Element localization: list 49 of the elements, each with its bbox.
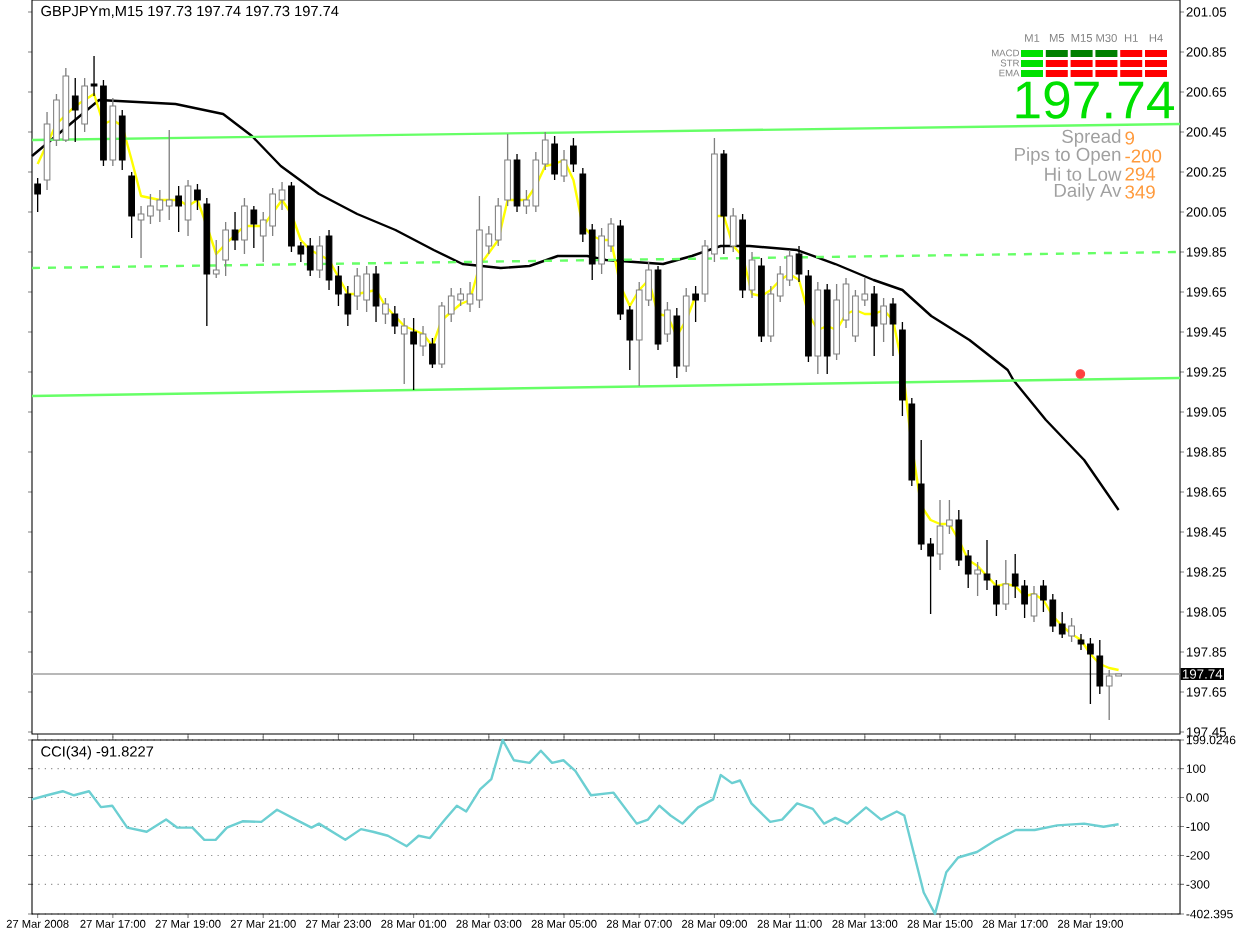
candlestick — [974, 561, 981, 597]
candlestick — [316, 235, 323, 279]
candlestick — [382, 297, 389, 325]
annotation: 197.74 — [1016, 81, 1174, 119]
candlestick — [118, 109, 126, 171]
candlestick — [692, 285, 699, 323]
candlestick — [729, 207, 737, 253]
candlestick — [410, 317, 417, 391]
candlestick — [429, 337, 436, 369]
candlestick — [551, 135, 558, 181]
candlestick — [1030, 585, 1038, 623]
candlestick — [513, 153, 521, 213]
candlestick — [372, 265, 380, 323]
candlestick — [570, 137, 577, 173]
annotation: Hi to Low — [1045, 167, 1122, 181]
candlestick — [222, 221, 229, 277]
candlestick — [184, 179, 192, 237]
candlestick — [1002, 559, 1010, 611]
candlestick — [212, 239, 220, 279]
candlestick — [880, 297, 887, 343]
annotation: Spread — [1062, 129, 1121, 147]
annotation: 349 — [1125, 185, 1155, 199]
candlestick — [175, 185, 182, 233]
candlestick — [419, 325, 427, 357]
line-series — [30, 738, 1120, 916]
candlestick — [560, 149, 568, 183]
candlestick — [1068, 617, 1075, 643]
annotation: Daily Av — [1054, 183, 1122, 201]
candlestick — [993, 579, 1000, 617]
candlestick — [231, 211, 239, 251]
candlestick — [241, 197, 248, 255]
candlestick — [1096, 639, 1104, 695]
annotation: Pips to Open — [1015, 147, 1121, 165]
candlestick — [748, 251, 756, 299]
candlestick — [194, 183, 201, 211]
candlestick — [400, 317, 408, 385]
annotation: -200 — [1125, 149, 1162, 163]
candlestick — [391, 305, 399, 335]
candlestick — [889, 297, 897, 357]
candlestick — [983, 539, 991, 591]
candlestick — [504, 133, 511, 207]
candlestick — [664, 301, 671, 343]
candlestick — [81, 77, 89, 133]
candlestick — [870, 285, 878, 357]
annotation: 9 — [1125, 131, 1135, 145]
candlestick — [795, 245, 803, 283]
candlestick — [250, 205, 258, 249]
candlestick — [128, 171, 135, 239]
annotation: 294 — [1125, 167, 1156, 181]
